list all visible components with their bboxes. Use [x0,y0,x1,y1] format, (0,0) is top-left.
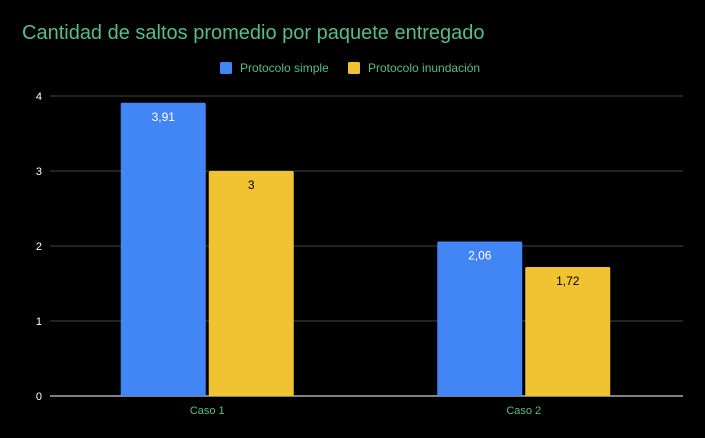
y-tick-label: 2 [36,241,42,253]
legend-label: Protocolo simple [240,61,329,75]
bar [120,102,206,396]
x-tick-label: Caso 2 [506,405,541,417]
bar [437,241,523,396]
bar [208,171,294,396]
y-tick-label: 1 [36,316,42,328]
y-tick-label: 3 [36,166,42,178]
chart-title: Cantidad de saltos promedio por paquete … [22,22,485,44]
data-label: 1,72 [556,274,580,288]
legend-label: Protocolo inundación [368,61,480,75]
bar [525,267,611,396]
x-tick-label: Caso 1 [190,405,225,417]
data-label: 2,06 [468,249,492,263]
legend-swatch [220,62,232,74]
legend-swatch [348,62,360,74]
data-label: 3 [248,178,255,192]
y-tick-label: 4 [36,91,42,103]
y-tick-label: 0 [36,391,42,403]
data-label: 3,91 [152,110,176,124]
